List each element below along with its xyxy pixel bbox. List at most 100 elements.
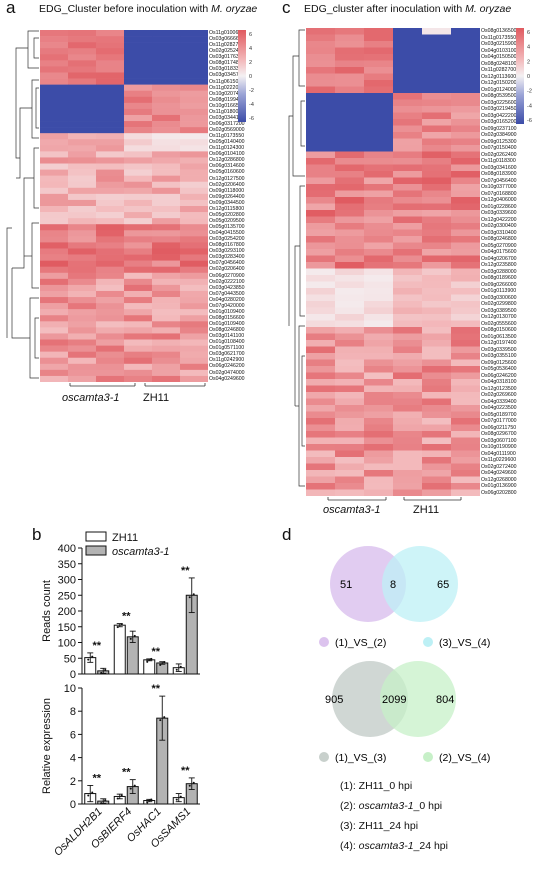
heatmap-cell: [40, 357, 69, 365]
heatmap-cell: [364, 190, 394, 198]
heatmap-cell: [364, 67, 394, 74]
heatmap-cell: [180, 127, 208, 134]
heatmap-cell: [422, 73, 452, 81]
venn1-left-count: 51: [340, 579, 352, 591]
heatmap-cell: [180, 114, 208, 122]
heatmap-cell: [306, 314, 336, 321]
heatmap-cell: [364, 86, 394, 94]
heatmap-cell: [306, 47, 336, 55]
heatmap-cell: [124, 121, 153, 128]
heatmap-cell: [68, 297, 97, 304]
gene-label: Os06g0246200: [481, 372, 517, 379]
heatmap-cell: [152, 151, 181, 158]
heatmap-cell: [393, 73, 423, 81]
heatmap-cell: [393, 327, 423, 334]
heatmap-cell: [335, 99, 365, 107]
heatmap-cell: [422, 470, 452, 477]
heatmap-cell: [124, 72, 153, 79]
heatmap-cell: [393, 437, 423, 445]
heatmap-cell: [451, 359, 480, 367]
heatmap-cell: [40, 108, 69, 116]
heatmap-cell: [306, 158, 336, 165]
heatmap-cell: [364, 145, 394, 152]
heatmap-cell: [335, 171, 365, 178]
gene-label: Os03g0183300: [209, 66, 245, 73]
heatmap-cell: [68, 242, 97, 249]
heatmap-cell: [393, 184, 423, 191]
heatmap-cell: [68, 363, 97, 371]
heatmap-cell: [393, 171, 423, 178]
gene-label: Os03g0339600: [481, 210, 517, 216]
gene-label: Os01g0613500: [481, 333, 517, 340]
gene-label: Os04g0206700: [481, 255, 517, 262]
heatmap-cell: [68, 266, 97, 274]
heatmap-cell: [335, 223, 365, 230]
heatmap-cell: [124, 369, 153, 377]
heatmap-cell: [451, 281, 480, 289]
heatmap-cell: [422, 249, 452, 256]
heatmap-cell: [364, 203, 394, 211]
gene-label: Os05g0160600: [209, 169, 245, 176]
heatmap-cell: [40, 60, 69, 67]
heatmap-cell: [451, 99, 480, 107]
heatmap-cell: [306, 119, 336, 126]
gene-label: Os03g0225600: [481, 99, 517, 106]
y-tick-label: 6: [70, 729, 76, 741]
heatmap-cell: [124, 212, 153, 219]
y-tick-label: 100: [58, 638, 76, 650]
heatmap-cell: [393, 197, 423, 204]
heatmap-cell: [422, 444, 452, 451]
significance-mark: **: [181, 765, 190, 777]
heatmap-cell: [422, 450, 452, 458]
heatmap-cell: [422, 197, 452, 204]
panel-a-heatmap: [40, 30, 208, 382]
heatmap-cell: [124, 327, 153, 334]
heatmap-cell: [422, 223, 452, 230]
heatmap-cell: [451, 444, 480, 451]
heatmap-cell: [152, 187, 181, 195]
heatmap-cell: [180, 133, 208, 140]
heatmap-cell: [364, 151, 394, 159]
panel-c-colorbar: 6 4 2 0 -2 -4 -6: [516, 28, 532, 124]
heatmap-cell: [40, 42, 69, 49]
heatmap-cell: [180, 266, 208, 274]
heatmap-cell: [96, 236, 125, 243]
heatmap-cell: [306, 67, 336, 74]
heatmap-cell: [152, 266, 181, 274]
heatmap-cell: [393, 125, 423, 133]
heatmap-cell: [451, 73, 480, 81]
panel-c-title: EDG_cluster after inoculation with M. or…: [304, 3, 512, 15]
heatmap-cell: [306, 379, 336, 386]
heatmap-cell: [393, 203, 423, 211]
gene-label: Os09g0237100: [481, 125, 517, 132]
heatmap-cell: [124, 230, 153, 237]
heatmap-cell: [152, 212, 181, 219]
gene-label: Os03g0165200: [481, 119, 517, 125]
heatmap-cell: [364, 60, 394, 68]
heatmap-cell: [96, 290, 125, 298]
heatmap-cell: [152, 66, 181, 73]
heatmap-cell: [451, 132, 480, 139]
heatmap-cell: [364, 229, 394, 237]
gene-label: Os06g0202800: [481, 489, 517, 496]
heatmap-cell: [40, 230, 69, 237]
heatmap-cell: [96, 278, 125, 286]
heatmap-cell: [40, 127, 69, 134]
gene-label: Os02g0272400: [481, 463, 517, 470]
heatmap-cell: [96, 157, 125, 164]
heatmap-cell: [40, 224, 69, 231]
heatmap-cell: [96, 315, 125, 322]
heatmap-cell: [393, 67, 423, 74]
heatmap-cell: [124, 66, 153, 73]
heatmap-cell: [451, 340, 480, 347]
heatmap-cell: [393, 457, 423, 464]
heatmap-cell: [152, 339, 181, 346]
heatmap-cell: [422, 346, 452, 354]
heatmap-cell: [96, 133, 125, 140]
gene-label: Os06g0104100: [209, 151, 245, 158]
gene-label: Os03g0176300: [209, 54, 245, 61]
heatmap-cell: [364, 119, 394, 126]
heatmap-cell: [451, 411, 480, 419]
heatmap-cell: [335, 437, 365, 445]
heatmap-cell: [393, 112, 423, 120]
